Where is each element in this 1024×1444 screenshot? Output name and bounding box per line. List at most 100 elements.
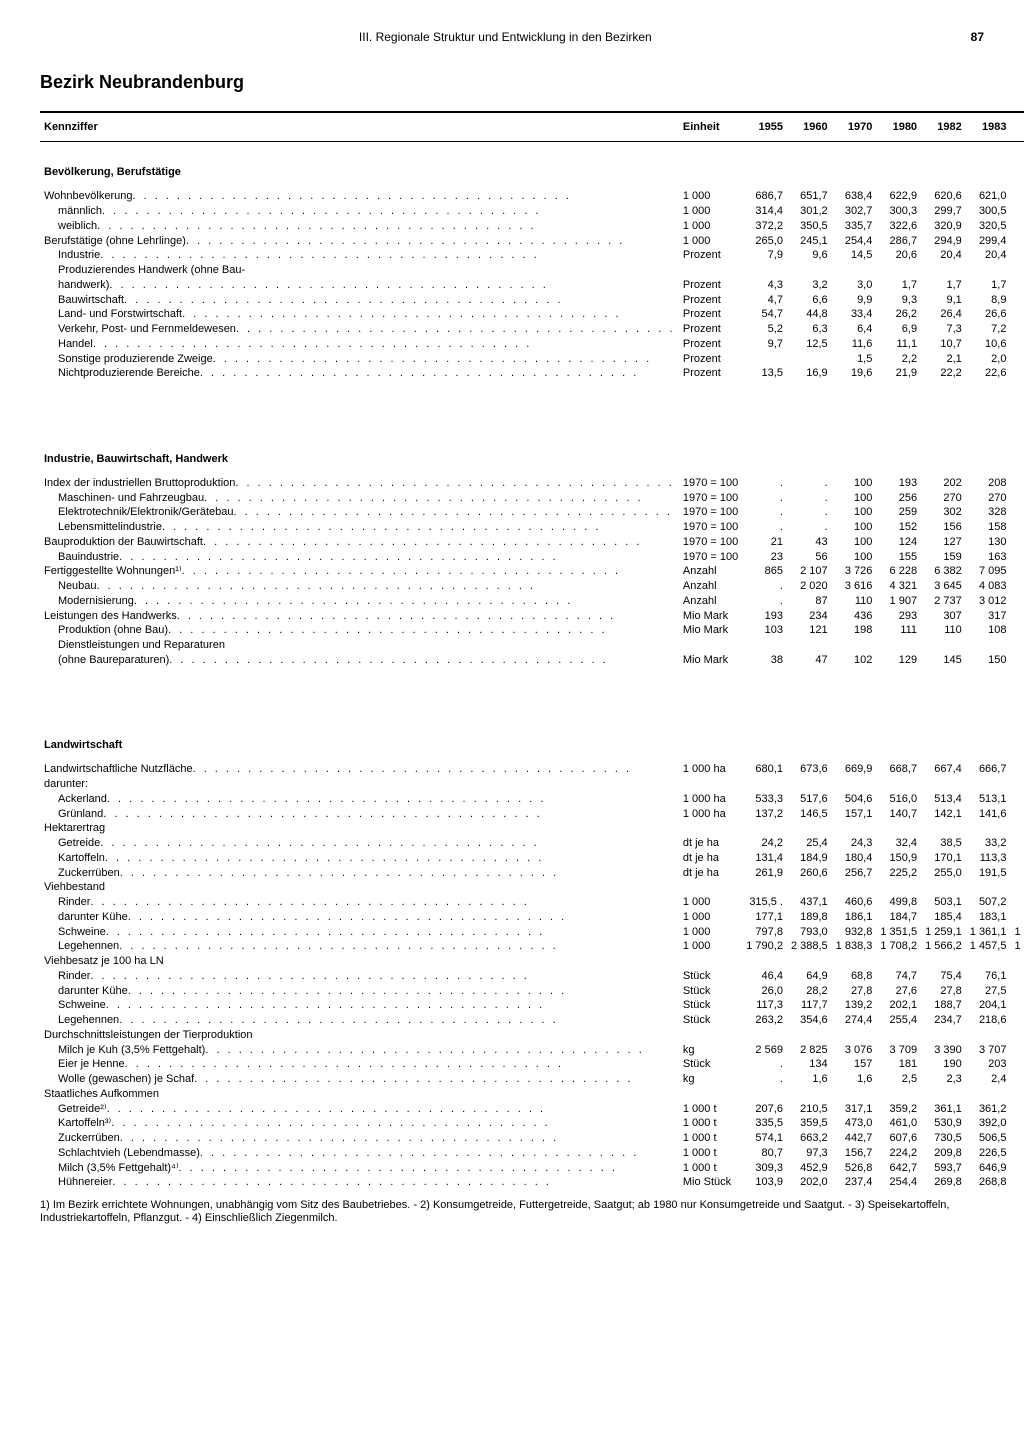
row-unit: Anzahl xyxy=(679,594,742,609)
cell: 113,3 xyxy=(966,851,1011,866)
row-label: Kartoffeln³⁾ xyxy=(40,1117,679,1132)
cell: 10,5 xyxy=(1010,337,1024,352)
row-unit xyxy=(679,264,742,279)
cell: 293 xyxy=(876,609,921,624)
row-label: Staatliches Aufkommen xyxy=(40,1087,679,1102)
row-unit: Stück xyxy=(679,999,742,1014)
table-row: SchweineStück117,3117,7139,2202,1188,720… xyxy=(40,999,1024,1014)
cell: 2 107 xyxy=(787,565,832,580)
table-row: BauwirtschaftProzent4,76,69,99,39,18,98,… xyxy=(40,293,1024,308)
cell: 41,4 xyxy=(1010,837,1024,852)
row-label: Sonstige produzierende Zweige xyxy=(40,352,679,367)
cell: 26,2 xyxy=(876,308,921,323)
cell: 442,7 xyxy=(832,1132,877,1147)
cell: 6,3 xyxy=(787,323,832,338)
table-row: Staatliches Aufkommen xyxy=(40,1087,1024,1102)
cell: 6,4 xyxy=(832,323,877,338)
cell: 32,4 xyxy=(876,837,921,852)
cell: 20,5 xyxy=(1010,249,1024,264)
cell: 26,0 xyxy=(742,984,787,999)
cell: 1 907 xyxy=(876,594,921,609)
cell: 110 xyxy=(1010,624,1024,639)
cell xyxy=(876,639,921,654)
cell: 170,1 xyxy=(921,851,966,866)
cell: 47 xyxy=(787,653,832,668)
row-unit: 1 000 ha xyxy=(679,792,742,807)
cell: 2,6 xyxy=(1010,1073,1024,1088)
cell: 2,4 xyxy=(966,1073,1011,1088)
cell: 638,4 xyxy=(832,190,877,205)
table-row: darunter: xyxy=(40,778,1024,793)
cell xyxy=(742,778,787,793)
cell: 302 xyxy=(921,506,966,521)
cell: 350,5 xyxy=(787,219,832,234)
cell: 361,2 xyxy=(966,1102,1011,1117)
cell: . xyxy=(742,580,787,595)
cell xyxy=(1010,1087,1024,1102)
col-1970: 1970 xyxy=(832,112,877,142)
cell xyxy=(742,264,787,279)
cell: 506,5 xyxy=(966,1132,1011,1147)
row-unit: Prozent xyxy=(679,337,742,352)
cell xyxy=(876,1028,921,1043)
cell: 559,5 xyxy=(1010,1117,1024,1132)
cell: 166 xyxy=(1010,550,1024,565)
running-head: III. Regionale Struktur und Entwicklung … xyxy=(359,30,652,44)
table-row: Milch (3,5% Fettgehalt)⁴⁾1 000 t309,3452… xyxy=(40,1161,1024,1176)
row-unit: Anzahl xyxy=(679,580,742,595)
row-unit: 1970 = 100 xyxy=(679,535,742,550)
cell xyxy=(742,1087,787,1102)
cell: 245,1 xyxy=(787,234,832,249)
cell: 730,5 xyxy=(921,1132,966,1147)
cell xyxy=(787,778,832,793)
cell: 163 xyxy=(966,550,1011,565)
cell: 139,2 xyxy=(832,999,877,1014)
table-row: Legehennen1 0001 790,22 388,51 838,31 70… xyxy=(40,940,1024,955)
cell: 7 095 xyxy=(966,565,1011,580)
cell: 320,5 xyxy=(966,219,1011,234)
cell: 236,7 xyxy=(1010,1146,1024,1161)
cell: 74,7 xyxy=(876,969,921,984)
cell xyxy=(876,1087,921,1102)
cell: 6,6 xyxy=(787,293,832,308)
cell xyxy=(742,1028,787,1043)
cell xyxy=(1010,264,1024,279)
row-label: Legehennen xyxy=(40,940,679,955)
cell: 141,6 xyxy=(966,807,1011,822)
cell: 117,7 xyxy=(787,999,832,1014)
cell: 185,4 xyxy=(921,910,966,925)
cell: 20,4 xyxy=(966,249,1011,264)
cell: . xyxy=(742,521,787,536)
table-row: IndustrieProzent7,99,614,520,620,420,420… xyxy=(40,249,1024,264)
table-row: handwerk)Prozent4,33,23,01,71,71,71,8 xyxy=(40,278,1024,293)
cell: 270 xyxy=(921,491,966,506)
cell xyxy=(1010,1028,1024,1043)
cell: 130 xyxy=(966,535,1011,550)
row-unit: 1 000 ha xyxy=(679,763,742,778)
cell: 56 xyxy=(787,550,832,565)
cell: 26,6 xyxy=(966,308,1011,323)
row-unit: 1 000 xyxy=(679,190,742,205)
row-unit: Stück xyxy=(679,1058,742,1073)
table-row: Rinder1 000315,5 .437,1460,6499,8503,150… xyxy=(40,896,1024,911)
row-unit: Prozent xyxy=(679,278,742,293)
cell xyxy=(742,822,787,837)
cell xyxy=(966,1028,1011,1043)
row-unit xyxy=(679,639,742,654)
cell: 680,1 xyxy=(742,763,787,778)
cell: 226,5 xyxy=(966,1146,1011,1161)
cell: 261,9 xyxy=(742,866,787,881)
cell: 203 xyxy=(966,1058,1011,1073)
cell: 87 xyxy=(787,594,832,609)
cell xyxy=(832,1087,877,1102)
cell xyxy=(832,1028,877,1043)
cell xyxy=(742,639,787,654)
col-1983: 1983 xyxy=(966,112,1011,142)
table-row: Landwirtschaftliche Nutzfläche1 000 ha68… xyxy=(40,763,1024,778)
table-row: Elektrotechnik/Elektronik/Gerätebau1970 … xyxy=(40,506,1024,521)
cell: 646,9 xyxy=(966,1161,1011,1176)
cell xyxy=(921,778,966,793)
row-label: Eier je Henne xyxy=(40,1058,679,1073)
cell: 3 036 xyxy=(1010,594,1024,609)
row-label: Produzierendes Handwerk (ohne Bau- xyxy=(40,264,679,279)
